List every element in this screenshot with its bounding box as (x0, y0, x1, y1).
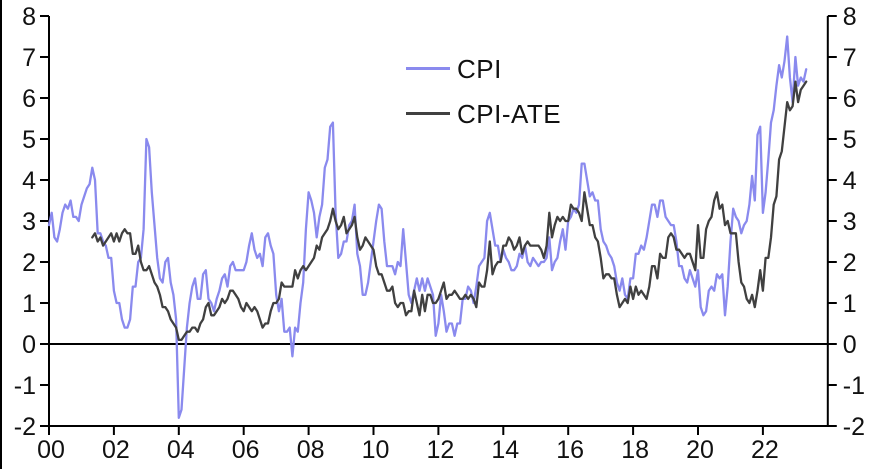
x-axis-tick-label: 08 (297, 436, 325, 464)
y-axis-tick-label-left: -1 (14, 372, 36, 400)
cpi-line-swatch (406, 67, 450, 70)
y-axis-tick-label-right: -2 (843, 413, 865, 441)
y-axis-tick-label-right: 2 (843, 249, 857, 277)
y-axis-tick-label-left: 7 (22, 44, 36, 72)
x-axis-tick-label: 06 (232, 436, 260, 464)
cpi-legend-label: CPI (457, 53, 502, 84)
x-axis-tick-label: 00 (37, 436, 65, 464)
cpi-ate-line-swatch (406, 112, 450, 115)
y-axis-tick-label-right: 1 (843, 290, 857, 318)
y-axis-tick-label-right: 0 (843, 331, 857, 359)
x-axis-tick-label: 10 (362, 436, 390, 464)
y-axis-tick-label-right: 6 (843, 85, 857, 113)
x-axis-tick-label: 12 (426, 436, 454, 464)
y-axis-tick-label-right: 8 (843, 3, 857, 31)
y-axis-tick-label-left: 1 (22, 290, 36, 318)
y-axis-tick-label-left: 0 (22, 331, 36, 359)
chart-legend: CPI CPI-ATE (406, 54, 561, 128)
y-axis-tick-label-left: 8 (22, 3, 36, 31)
y-axis-tick-label-left: 3 (22, 208, 36, 236)
y-axis-tick-label-right: -1 (843, 372, 865, 400)
x-axis-tick-label: 02 (102, 436, 130, 464)
x-axis-tick-label: 14 (491, 436, 519, 464)
x-axis-tick-label: 16 (556, 436, 584, 464)
y-axis-tick-label-right: 7 (843, 44, 857, 72)
y-axis-tick-label-right: 4 (843, 167, 857, 195)
y-axis-tick-label-right: 5 (843, 126, 857, 154)
y-axis-tick-label-left: -2 (14, 413, 36, 441)
x-axis-tick-label: 22 (751, 436, 779, 464)
x-axis-tick-label: 18 (621, 436, 649, 464)
cpi-ate-series-line (91, 80, 808, 342)
legend-item-cpi-ate: CPI-ATE (406, 99, 561, 128)
y-axis-tick-label-left: 6 (22, 85, 36, 113)
y-axis-tick-label-right: 3 (843, 208, 857, 236)
screenshot-left-border (0, 0, 2, 469)
y-axis-tick-label-left: 5 (22, 126, 36, 154)
legend-item-cpi: CPI (406, 54, 561, 83)
x-axis-tick-label: 04 (167, 436, 195, 464)
x-axis-tick-label: 20 (686, 436, 714, 464)
cpi-series-line (47, 35, 808, 419)
y-axis-tick-label-left: 4 (22, 167, 36, 195)
y-axis-tick-label-left: 2 (22, 249, 36, 277)
cpi-ate-legend-label: CPI-ATE (457, 98, 562, 129)
